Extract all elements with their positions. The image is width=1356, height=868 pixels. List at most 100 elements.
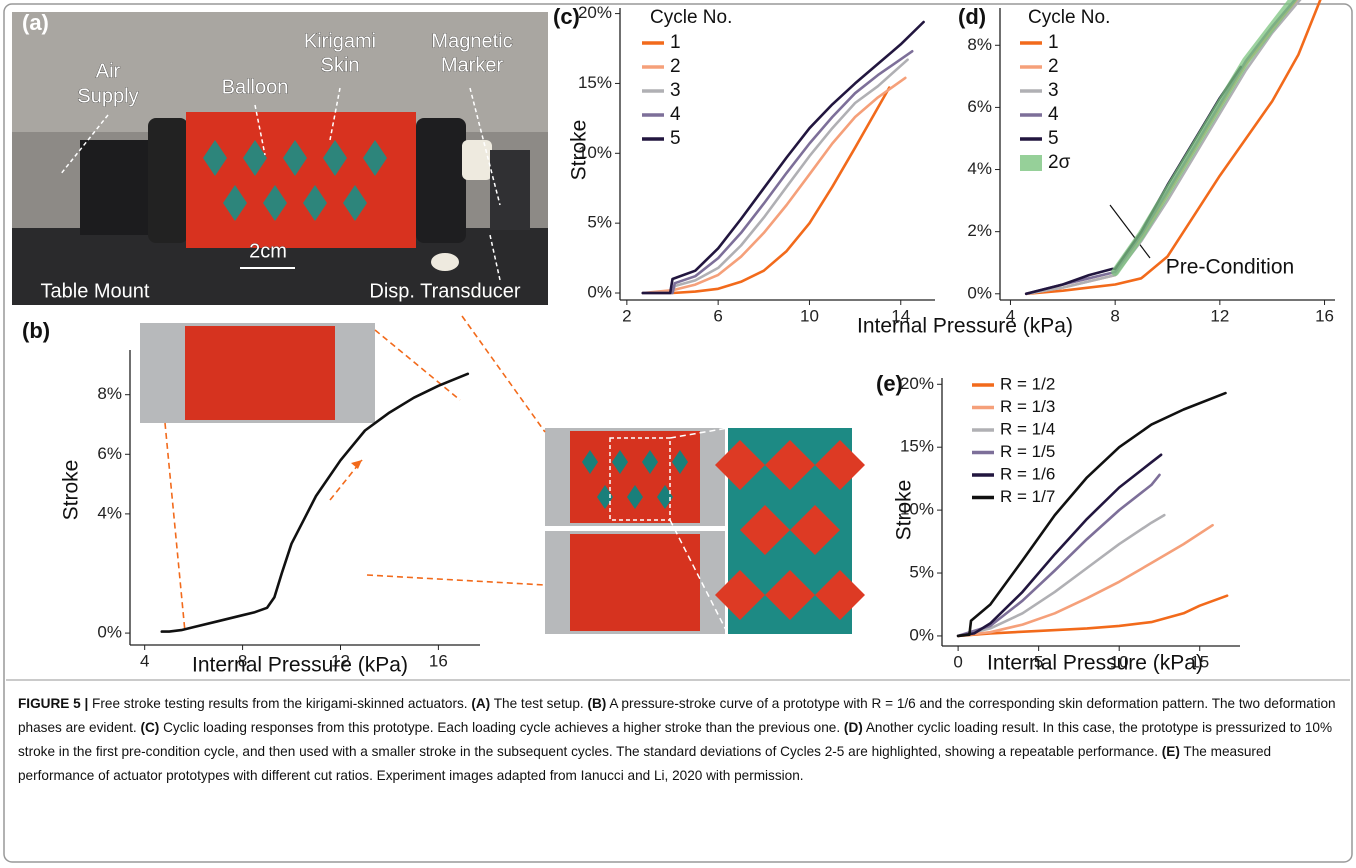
y-tick-label: 15% xyxy=(900,437,934,456)
series-line xyxy=(956,391,1227,638)
series-line xyxy=(641,58,909,295)
caption-text: The measured performance of actuator pro… xyxy=(18,744,1272,783)
legend-label: 3 xyxy=(1048,80,1059,101)
y-tick-label: 20% xyxy=(900,374,934,393)
x-tick-label: 4 xyxy=(1006,306,1015,325)
panel-label: (b) xyxy=(22,318,50,343)
caption-text: Cyclic loading responses from this proto… xyxy=(159,720,841,735)
panel-label: (e) xyxy=(876,371,903,396)
legend-label: 4 xyxy=(670,104,681,125)
caption-part-label: (C) xyxy=(140,720,160,735)
y-tick-label: 5% xyxy=(909,563,934,582)
legend-swatch xyxy=(1020,155,1042,171)
series-line xyxy=(160,372,470,633)
legend-label: R = 1/7 xyxy=(1000,487,1055,506)
y-axis-title: Stroke xyxy=(568,120,591,181)
x-tick-label: 14 xyxy=(891,306,910,325)
panel-label: (d) xyxy=(958,4,986,29)
caption-text: A pressure-stroke curve of a prototype w… xyxy=(18,696,1336,735)
y-tick-label: 8% xyxy=(97,384,122,403)
photo-label: Air xyxy=(96,60,121,82)
legend-label: R = 1/3 xyxy=(1000,397,1055,416)
legend-label: R = 1/2 xyxy=(1000,374,1055,393)
y-tick-label: 8% xyxy=(967,35,992,54)
y-tick-label: 4% xyxy=(967,159,992,178)
y-tick-label: 10% xyxy=(578,143,612,162)
y-tick-label: 20% xyxy=(578,3,612,22)
photo-label: Kirigami xyxy=(304,30,376,52)
photos-b xyxy=(140,315,865,635)
legend-title: Cycle No. xyxy=(1028,7,1110,28)
series-line xyxy=(956,523,1214,638)
legend-label: 1 xyxy=(1048,32,1059,53)
y-tick-label: 2% xyxy=(967,221,992,240)
x-tick-label: 8 xyxy=(238,651,247,670)
series-line xyxy=(956,513,1166,638)
photo-label: Balloon xyxy=(222,76,289,98)
x-tick-label: 5 xyxy=(1034,652,1043,671)
photo-label: Skin xyxy=(321,54,360,76)
deviation-band xyxy=(1111,0,1298,276)
photo-label: Marker xyxy=(441,54,504,76)
x-tick-label: 12 xyxy=(331,651,350,670)
x-tick-label: 10 xyxy=(800,306,819,325)
series-line xyxy=(641,20,925,295)
x-axis-title: Internal Pressure (kPa) xyxy=(857,315,1073,338)
photo-label: Table Mount xyxy=(41,280,150,302)
y-tick-label: 5% xyxy=(587,213,612,232)
caption-text: Free stroke testing results from the kir… xyxy=(88,696,468,711)
series-line xyxy=(641,50,914,295)
series-line xyxy=(1024,0,1322,296)
y-tick-label: 6% xyxy=(97,444,122,463)
figure-border xyxy=(3,3,1353,863)
x-tick-label: 15 xyxy=(1190,652,1209,671)
series-line xyxy=(956,594,1229,638)
legend-label: 5 xyxy=(1048,128,1059,149)
x-tick-label: 4 xyxy=(140,651,149,670)
x-tick-label: 0 xyxy=(953,652,962,671)
legend-label: 2 xyxy=(1048,56,1059,77)
legend-label: 1 xyxy=(670,32,681,53)
series-line xyxy=(1024,0,1302,296)
annotation: Pre-Condition xyxy=(1166,256,1294,279)
caption: FIGURE 5 | Free stroke testing results f… xyxy=(18,692,1336,788)
x-tick-label: 8 xyxy=(1110,306,1119,325)
legend-label: R = 1/6 xyxy=(1000,464,1055,483)
legend-label: R = 1/4 xyxy=(1000,419,1055,438)
x-tick-label: 10 xyxy=(1110,652,1129,671)
y-axis-title: Stroke xyxy=(893,480,916,541)
caption-part-label: (E) xyxy=(1161,744,1180,759)
legend-label: R = 1/5 xyxy=(1000,442,1055,461)
x-tick-label: 16 xyxy=(1315,306,1334,325)
y-axis-title: Stroke xyxy=(60,460,83,521)
x-axis-title: Internal Pressure (kPa) xyxy=(987,652,1203,675)
caption-part-label: (D) xyxy=(843,720,863,735)
y-tick-label: 0% xyxy=(909,625,934,644)
x-tick-label: 12 xyxy=(1210,306,1229,325)
panel-label: (c) xyxy=(553,4,580,29)
series-line xyxy=(956,453,1163,638)
legend-label: 4 xyxy=(1048,104,1059,125)
caption-part-label: (A) xyxy=(471,696,491,711)
legend-label: 3 xyxy=(670,80,681,101)
caption-part-label: (B) xyxy=(587,696,607,711)
y-tick-label: 0% xyxy=(587,282,612,301)
photo-label: 2cm xyxy=(249,240,287,262)
photo-label: Magnetic xyxy=(431,30,512,52)
y-tick-label: 15% xyxy=(578,73,612,92)
photo-label: Disp. Transducer xyxy=(369,280,521,302)
x-tick-label: 2 xyxy=(622,306,631,325)
y-tick-label: 0% xyxy=(967,283,992,302)
photo-label: Supply xyxy=(77,85,138,107)
caption-text: The test setup. xyxy=(490,696,584,711)
series-line xyxy=(956,473,1161,638)
legend-title: Cycle No. xyxy=(650,7,732,28)
y-tick-label: 4% xyxy=(97,503,122,522)
photo-a xyxy=(12,12,548,305)
annotation-leader xyxy=(1109,204,1151,259)
panel-label: (a) xyxy=(22,10,49,35)
y-tick-label: 0% xyxy=(97,623,122,642)
caption-text: Another cyclic loading result. In this c… xyxy=(18,720,1333,759)
